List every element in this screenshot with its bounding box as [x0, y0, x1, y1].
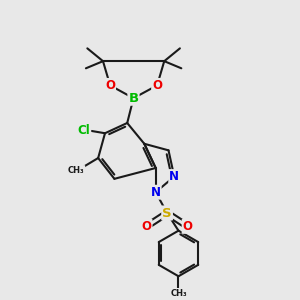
Text: O: O	[152, 79, 162, 92]
Text: O: O	[142, 220, 152, 233]
Text: B: B	[128, 92, 139, 105]
Text: Cl: Cl	[77, 124, 90, 137]
Text: S: S	[162, 206, 172, 220]
Text: N: N	[151, 186, 161, 199]
Text: CH₃: CH₃	[170, 290, 187, 298]
Text: O: O	[183, 220, 193, 233]
Text: O: O	[105, 79, 115, 92]
Text: N: N	[169, 170, 179, 183]
Text: CH₃: CH₃	[68, 166, 85, 175]
